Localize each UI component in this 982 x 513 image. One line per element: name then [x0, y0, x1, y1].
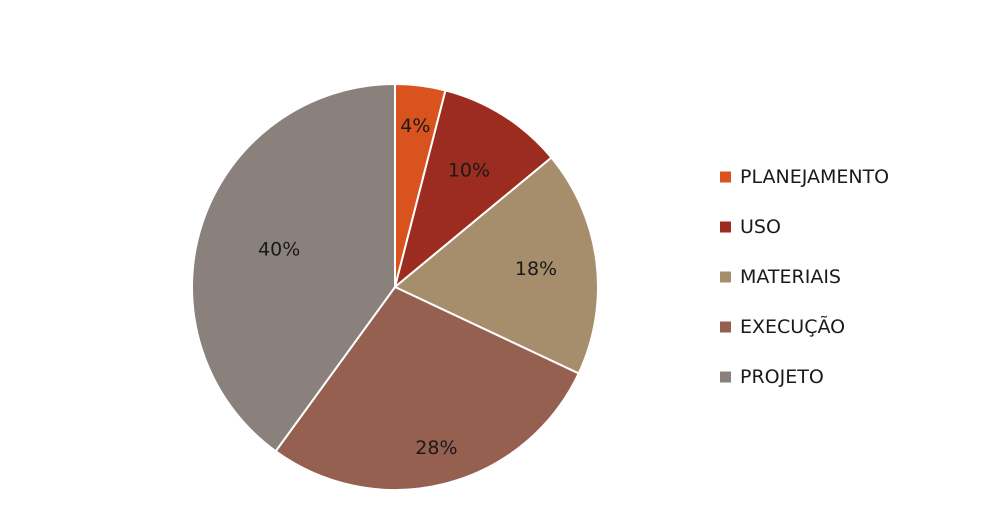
legend-label-execucao: EXECUÇÃO [740, 315, 845, 338]
pie-value-labels: 4% 10% 18% 28% 40% [258, 115, 557, 459]
legend-swatch-execucao [720, 321, 731, 333]
value-label-execucao: 28% [415, 437, 457, 459]
legend-swatch-projeto [720, 371, 731, 383]
value-label-uso: 10% [448, 159, 490, 181]
legend-swatch-materiais [720, 271, 731, 283]
legend-label-projeto: PROJETO [740, 366, 824, 388]
pie-slice-projeto [191, 82, 396, 453]
value-label-materiais: 18% [515, 258, 557, 280]
legend-label-planejamento: PLANEJAMENTO [740, 166, 889, 188]
legend-label-materiais: MATERIAIS [740, 266, 841, 288]
chart-legend: PLANEJAMENTO USO MATERIAIS EXECUÇÃO PROJETO [720, 166, 889, 388]
value-label-projeto: 40% [258, 238, 300, 260]
value-label-planejamento: 4% [400, 115, 430, 137]
legend-swatch-uso [720, 221, 731, 233]
pie-slice-execucao [274, 285, 581, 491]
legend-swatch-planejamento [720, 171, 731, 183]
pie-slice-uso [393, 89, 553, 290]
legend-label-uso: USO [740, 216, 781, 238]
pie-slices [191, 82, 599, 491]
pie-slice-materiais [393, 156, 599, 375]
